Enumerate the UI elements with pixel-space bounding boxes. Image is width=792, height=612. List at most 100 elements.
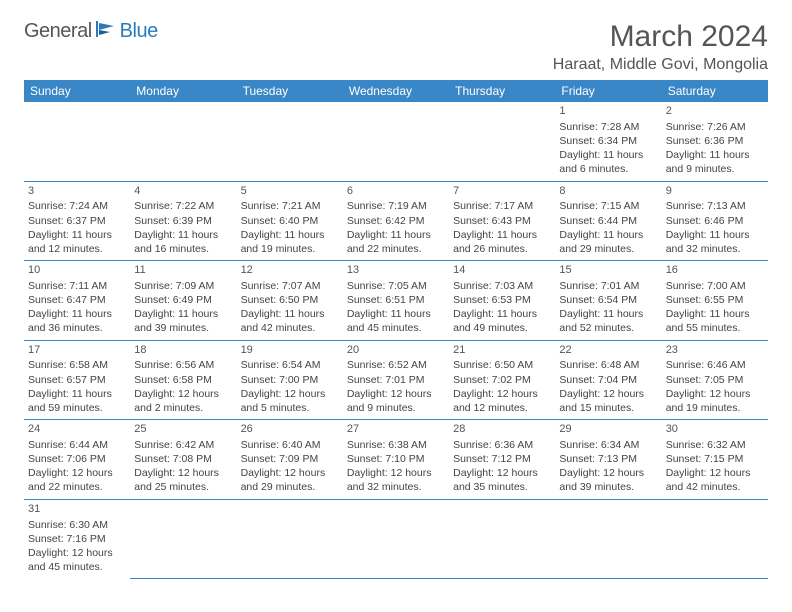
sunrise-line: Sunrise: 6:58 AM [28, 358, 126, 372]
calendar-day: 22Sunrise: 6:48 AMSunset: 7:04 PMDayligh… [555, 340, 661, 420]
calendar-day: 31Sunrise: 6:30 AMSunset: 7:16 PMDayligh… [24, 499, 130, 578]
calendar-day: 13Sunrise: 7:05 AMSunset: 6:51 PMDayligh… [343, 261, 449, 341]
calendar-day: 26Sunrise: 6:40 AMSunset: 7:09 PMDayligh… [237, 420, 343, 500]
calendar-day: 3Sunrise: 7:24 AMSunset: 6:37 PMDaylight… [24, 181, 130, 261]
sunrise-line: Sunrise: 7:05 AM [347, 279, 445, 293]
sunset-line: Sunset: 7:02 PM [453, 373, 551, 387]
day-number: 21 [453, 343, 551, 358]
sunset-line: Sunset: 7:15 PM [666, 452, 764, 466]
daylight-line: Daylight: 11 hours and 36 minutes. [28, 307, 126, 335]
day-number: 7 [453, 184, 551, 199]
daylight-line: Daylight: 11 hours and 55 minutes. [666, 307, 764, 335]
day-header: Friday [555, 80, 661, 102]
calendar-week: 31Sunrise: 6:30 AMSunset: 7:16 PMDayligh… [24, 499, 768, 578]
day-number: 28 [453, 422, 551, 437]
daylight-line: Daylight: 12 hours and 29 minutes. [241, 466, 339, 494]
calendar-day-empty [24, 102, 130, 181]
daylight-line: Daylight: 12 hours and 15 minutes. [559, 387, 657, 415]
calendar-day-empty [237, 499, 343, 578]
day-number: 4 [134, 184, 232, 199]
brand-logo: General Blue [24, 20, 158, 43]
sunset-line: Sunset: 6:58 PM [134, 373, 232, 387]
day-number: 30 [666, 422, 764, 437]
sunrise-line: Sunrise: 7:19 AM [347, 199, 445, 213]
sunset-line: Sunset: 7:13 PM [559, 452, 657, 466]
sunset-line: Sunset: 7:04 PM [559, 373, 657, 387]
day-number: 8 [559, 184, 657, 199]
calendar-day: 2Sunrise: 7:26 AMSunset: 6:36 PMDaylight… [662, 102, 768, 181]
day-number: 23 [666, 343, 764, 358]
day-number: 20 [347, 343, 445, 358]
sunrise-line: Sunrise: 6:52 AM [347, 358, 445, 372]
sunrise-line: Sunrise: 6:40 AM [241, 438, 339, 452]
brand-text-2: Blue [120, 20, 158, 43]
daylight-line: Daylight: 11 hours and 6 minutes. [559, 148, 657, 176]
day-number: 26 [241, 422, 339, 437]
daylight-line: Daylight: 11 hours and 49 minutes. [453, 307, 551, 335]
sunset-line: Sunset: 6:37 PM [28, 214, 126, 228]
day-number: 19 [241, 343, 339, 358]
daylight-line: Daylight: 11 hours and 19 minutes. [241, 228, 339, 256]
sunrise-line: Sunrise: 7:07 AM [241, 279, 339, 293]
day-number: 12 [241, 263, 339, 278]
daylight-line: Daylight: 11 hours and 16 minutes. [134, 228, 232, 256]
sunset-line: Sunset: 7:01 PM [347, 373, 445, 387]
calendar-day: 14Sunrise: 7:03 AMSunset: 6:53 PMDayligh… [449, 261, 555, 341]
calendar-day-empty [237, 102, 343, 181]
sunset-line: Sunset: 6:50 PM [241, 293, 339, 307]
daylight-line: Daylight: 11 hours and 39 minutes. [134, 307, 232, 335]
calendar-day-empty [130, 102, 236, 181]
daylight-line: Daylight: 11 hours and 32 minutes. [666, 228, 764, 256]
calendar-day: 4Sunrise: 7:22 AMSunset: 6:39 PMDaylight… [130, 181, 236, 261]
daylight-line: Daylight: 11 hours and 22 minutes. [347, 228, 445, 256]
sunset-line: Sunset: 7:09 PM [241, 452, 339, 466]
day-number: 31 [28, 502, 126, 517]
sunrise-line: Sunrise: 6:54 AM [241, 358, 339, 372]
sunrise-line: Sunrise: 7:01 AM [559, 279, 657, 293]
sunset-line: Sunset: 7:06 PM [28, 452, 126, 466]
title-block: March 2024 Haraat, Middle Govi, Mongolia [553, 20, 768, 74]
day-number: 5 [241, 184, 339, 199]
day-number: 18 [134, 343, 232, 358]
calendar-day: 25Sunrise: 6:42 AMSunset: 7:08 PMDayligh… [130, 420, 236, 500]
day-number: 24 [28, 422, 126, 437]
calendar-day-empty [130, 499, 236, 578]
sunrise-line: Sunrise: 7:13 AM [666, 199, 764, 213]
daylight-line: Daylight: 11 hours and 29 minutes. [559, 228, 657, 256]
daylight-line: Daylight: 12 hours and 35 minutes. [453, 466, 551, 494]
sunrise-line: Sunrise: 6:32 AM [666, 438, 764, 452]
calendar-day: 17Sunrise: 6:58 AMSunset: 6:57 PMDayligh… [24, 340, 130, 420]
day-number: 15 [559, 263, 657, 278]
day-number: 2 [666, 104, 764, 119]
page-header: General Blue March 2024 Haraat, Middle G… [24, 20, 768, 74]
month-title: March 2024 [553, 20, 768, 54]
calendar-day: 19Sunrise: 6:54 AMSunset: 7:00 PMDayligh… [237, 340, 343, 420]
daylight-line: Daylight: 11 hours and 52 minutes. [559, 307, 657, 335]
sunset-line: Sunset: 7:12 PM [453, 452, 551, 466]
daylight-line: Daylight: 12 hours and 19 minutes. [666, 387, 764, 415]
day-number: 17 [28, 343, 126, 358]
sunrise-line: Sunrise: 6:56 AM [134, 358, 232, 372]
calendar-day-empty [555, 499, 661, 578]
calendar-day: 15Sunrise: 7:01 AMSunset: 6:54 PMDayligh… [555, 261, 661, 341]
sunrise-line: Sunrise: 7:15 AM [559, 199, 657, 213]
sunrise-line: Sunrise: 7:21 AM [241, 199, 339, 213]
day-header: Sunday [24, 80, 130, 102]
sunrise-line: Sunrise: 6:30 AM [28, 518, 126, 532]
day-number: 1 [559, 104, 657, 119]
day-number: 16 [666, 263, 764, 278]
sunset-line: Sunset: 6:42 PM [347, 214, 445, 228]
sunrise-line: Sunrise: 7:00 AM [666, 279, 764, 293]
day-number: 11 [134, 263, 232, 278]
sunrise-line: Sunrise: 6:46 AM [666, 358, 764, 372]
sunset-line: Sunset: 6:39 PM [134, 214, 232, 228]
calendar-day-empty [449, 102, 555, 181]
brand-text-1: General [24, 20, 92, 43]
day-header: Monday [130, 80, 236, 102]
daylight-line: Daylight: 12 hours and 39 minutes. [559, 466, 657, 494]
sunrise-line: Sunrise: 7:17 AM [453, 199, 551, 213]
sunrise-line: Sunrise: 6:38 AM [347, 438, 445, 452]
calendar-day-empty [662, 499, 768, 578]
daylight-line: Daylight: 12 hours and 42 minutes. [666, 466, 764, 494]
calendar-week: 1Sunrise: 7:28 AMSunset: 6:34 PMDaylight… [24, 102, 768, 181]
